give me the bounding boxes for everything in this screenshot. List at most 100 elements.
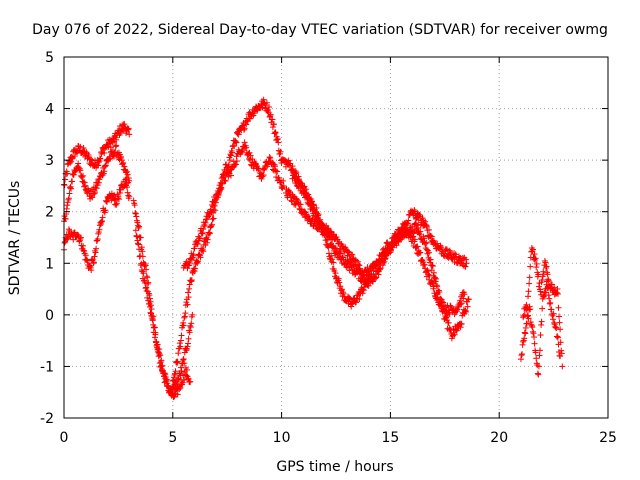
data-point bbox=[344, 248, 351, 255]
data-point bbox=[364, 282, 371, 289]
data-point bbox=[436, 299, 443, 306]
data-point bbox=[149, 316, 156, 323]
data-point bbox=[289, 163, 296, 170]
data-point bbox=[144, 280, 151, 287]
data-point bbox=[533, 355, 540, 362]
data-point bbox=[520, 338, 527, 345]
data-point bbox=[96, 226, 103, 233]
data-point bbox=[80, 172, 87, 179]
data-point bbox=[204, 216, 211, 223]
data-point bbox=[429, 279, 436, 286]
data-point bbox=[71, 153, 78, 160]
data-point bbox=[461, 308, 468, 315]
data-point bbox=[206, 229, 213, 236]
data-point bbox=[207, 206, 214, 213]
data-point bbox=[186, 260, 193, 267]
data-point bbox=[143, 284, 150, 291]
data-point bbox=[551, 321, 558, 328]
data-point bbox=[355, 261, 362, 268]
data-point bbox=[124, 171, 131, 178]
data-point bbox=[553, 289, 560, 296]
data-point bbox=[391, 241, 398, 248]
data-point bbox=[301, 187, 308, 194]
data-point bbox=[80, 145, 87, 152]
data-point bbox=[411, 236, 418, 243]
data-point bbox=[433, 282, 440, 289]
data-point bbox=[332, 270, 339, 277]
data-point bbox=[121, 163, 128, 170]
data-point bbox=[154, 341, 161, 348]
data-point bbox=[300, 184, 307, 191]
data-point bbox=[94, 236, 101, 243]
data-point bbox=[101, 168, 108, 175]
data-point bbox=[414, 222, 421, 229]
data-point bbox=[551, 319, 558, 326]
data-point bbox=[219, 180, 226, 187]
data-point bbox=[417, 249, 424, 256]
data-point bbox=[427, 259, 434, 266]
data-point bbox=[279, 184, 286, 191]
data-point bbox=[429, 263, 436, 270]
data-point bbox=[143, 287, 150, 294]
data-point bbox=[269, 166, 276, 173]
data-point bbox=[131, 202, 138, 209]
data-point bbox=[443, 314, 450, 321]
data-point bbox=[181, 360, 188, 367]
data-point bbox=[521, 311, 528, 318]
data-point bbox=[96, 176, 103, 183]
data-point bbox=[214, 191, 221, 198]
data-point bbox=[147, 309, 154, 316]
data-point bbox=[330, 259, 337, 266]
data-point bbox=[146, 300, 153, 307]
data-point bbox=[423, 223, 430, 230]
data-point bbox=[185, 289, 192, 296]
data-point bbox=[82, 252, 89, 259]
x-axis-title: GPS time / hours bbox=[276, 459, 393, 475]
data-point bbox=[432, 274, 439, 281]
data-point bbox=[200, 248, 207, 255]
data-point bbox=[463, 308, 470, 315]
data-point bbox=[210, 203, 217, 210]
data-point bbox=[526, 280, 533, 287]
data-point bbox=[178, 332, 185, 339]
data-point bbox=[454, 325, 461, 332]
data-point bbox=[356, 296, 363, 303]
data-point bbox=[169, 378, 176, 385]
data-point bbox=[209, 216, 216, 223]
data-point bbox=[177, 364, 184, 371]
data-point bbox=[550, 310, 557, 317]
data-point bbox=[204, 236, 211, 243]
data-point bbox=[61, 239, 68, 246]
data-point bbox=[354, 258, 361, 265]
data-point bbox=[552, 324, 559, 331]
data-point bbox=[228, 172, 235, 179]
data-point bbox=[93, 185, 100, 192]
data-point bbox=[144, 288, 151, 295]
data-point bbox=[530, 330, 537, 337]
data-point bbox=[82, 182, 89, 189]
data-point bbox=[353, 299, 360, 306]
data-point bbox=[535, 271, 542, 278]
data-point bbox=[132, 210, 139, 217]
data-point bbox=[544, 271, 551, 278]
data-point bbox=[77, 167, 84, 174]
data-point bbox=[186, 329, 193, 336]
data-point bbox=[421, 261, 428, 268]
data-point bbox=[519, 351, 526, 358]
data-point bbox=[523, 301, 530, 308]
data-point bbox=[172, 368, 179, 375]
data-point bbox=[66, 184, 73, 191]
data-point bbox=[188, 320, 195, 327]
data-point bbox=[80, 242, 87, 249]
data-point bbox=[440, 303, 447, 310]
data-point bbox=[558, 350, 565, 357]
data-point bbox=[95, 179, 102, 186]
data-point bbox=[274, 168, 281, 175]
data-point bbox=[118, 153, 125, 160]
data-point bbox=[442, 245, 449, 252]
data-point bbox=[113, 142, 120, 149]
data-point bbox=[225, 161, 232, 168]
data-point bbox=[171, 371, 178, 378]
data-point bbox=[182, 310, 189, 317]
data-point bbox=[464, 303, 471, 310]
